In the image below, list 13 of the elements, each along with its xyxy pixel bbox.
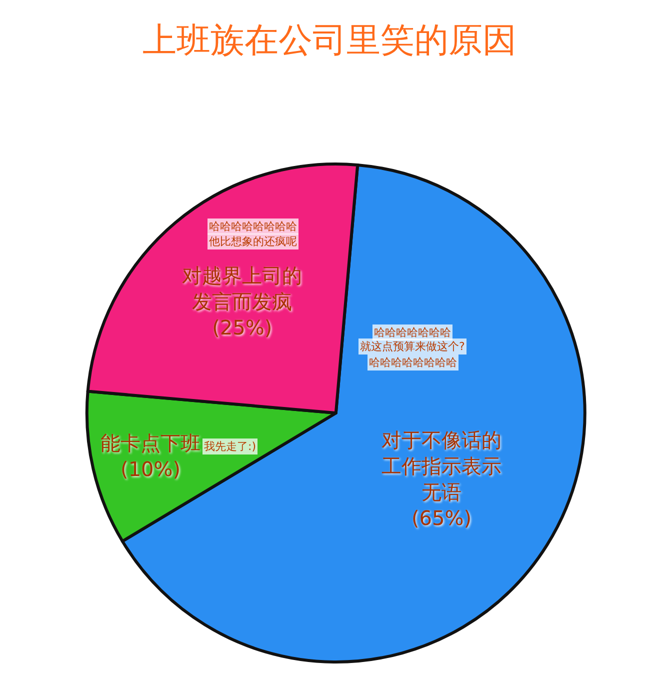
text: 哈哈哈哈哈哈哈哈 bbox=[209, 220, 297, 233]
slice-label: 对越界上司的发言而发疯 bbox=[182, 263, 302, 314]
text: 就这点预算来做这个? bbox=[360, 340, 465, 353]
slice-label: 对于不像话的工作指示表示无语 bbox=[381, 428, 502, 504]
text: 他比想象的还疯呢 bbox=[209, 235, 297, 248]
text: 哈哈哈哈哈哈哈哈 bbox=[369, 356, 457, 369]
data-label: (25%) bbox=[212, 315, 272, 340]
slice-label: 能卡点下班 bbox=[100, 430, 201, 455]
text: 哈哈哈哈哈哈哈 bbox=[374, 326, 451, 339]
chart-title: 上班族在公司里笑的原因 bbox=[142, 20, 516, 60]
data-label: (10%) bbox=[120, 456, 181, 481]
data-label: (65%) bbox=[411, 506, 472, 530]
text: 我先走了:) bbox=[204, 440, 256, 453]
